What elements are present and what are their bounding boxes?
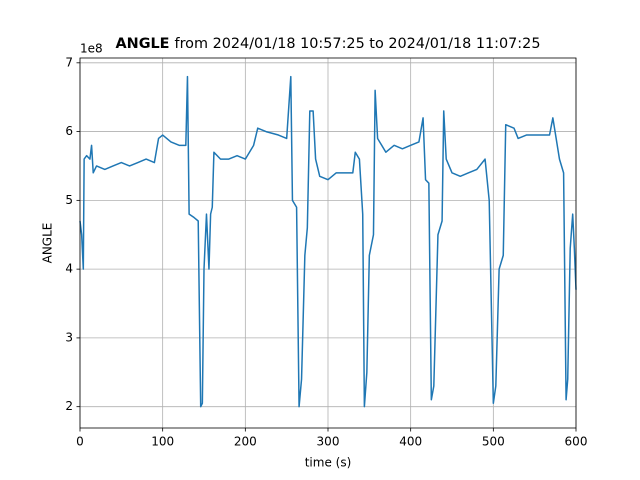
y-tick-label: 7	[65, 55, 73, 69]
x-axis-label: time (s)	[305, 456, 352, 470]
y-tick-label: 6	[65, 124, 73, 138]
x-tick-label: 300	[317, 435, 340, 449]
x-tick-label: 0	[76, 435, 84, 449]
y-axis-label: ANGLE	[41, 223, 55, 264]
x-tick-label: 600	[565, 435, 588, 449]
data-line	[79, 75, 577, 408]
y-tick-label: 5	[65, 193, 73, 207]
x-tick-label: 100	[151, 435, 174, 449]
title-rest: from 2024/01/18 10:57:25 to 2024/01/18 1…	[175, 36, 541, 52]
title-name: ANGLE	[116, 36, 170, 52]
plot-frame	[79, 57, 577, 429]
x-tick-label: 400	[399, 435, 422, 449]
y-tick-label: 2	[65, 399, 73, 413]
y-offset-text: 1e8	[80, 42, 103, 56]
chart-title: ANGLE from 2024/01/18 10:57:25 to 2024/01…	[116, 36, 541, 52]
y-tick-label: 3	[65, 330, 73, 344]
x-tick-label: 200	[234, 435, 257, 449]
y-tick-label: 4	[65, 262, 73, 276]
x-tick-label: 500	[482, 435, 505, 449]
